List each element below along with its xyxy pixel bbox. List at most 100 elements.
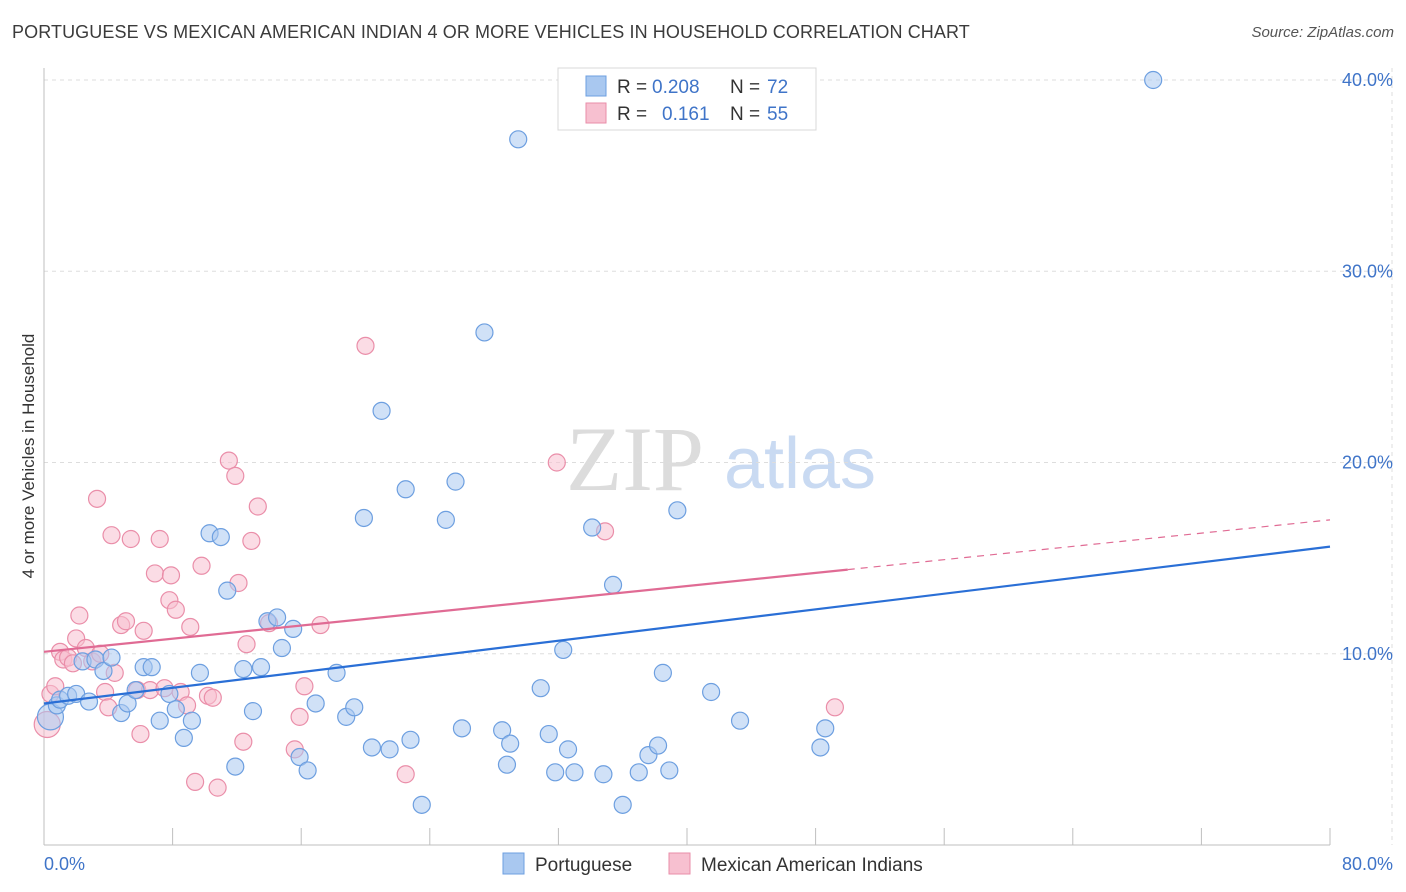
y-tick-label-40: 40.0% <box>1342 70 1393 90</box>
legend-swatch-pink <box>585 102 607 124</box>
portuguese-point <box>272 638 292 658</box>
y-tick-label-10: 10.0% <box>1342 644 1393 664</box>
mexican-american-indian-point <box>234 732 253 751</box>
mexican-american-indian-point <box>208 778 227 797</box>
portuguese-point <box>653 663 672 682</box>
mexican-american-indian-point <box>547 453 566 472</box>
mexican-american-indian-point <box>203 688 222 707</box>
mexican-american-indian-point <box>95 682 115 702</box>
portuguese-point <box>190 663 210 682</box>
bottom-legend-label-mexican: Mexican American Indians <box>701 855 923 876</box>
legend-n-label-pink: N = <box>730 104 760 125</box>
portuguese-point <box>501 734 520 753</box>
tick-labels: 10.0% 20.0% 30.0% 40.0% 0.0% 80.0% <box>44 70 1393 874</box>
grid <box>44 68 1393 845</box>
portuguese-point <box>118 694 137 713</box>
mexican-american-indian-point <box>396 765 415 784</box>
y-axis-title: 4 or more Vehicles in Household <box>19 334 38 579</box>
portuguese-point <box>509 130 528 149</box>
portuguese-point <box>354 508 373 528</box>
mexican-american-indian-trend-line <box>43 568 848 653</box>
legend-r-value-blue: 0.208 <box>652 77 700 98</box>
portuguese-point <box>816 719 835 738</box>
y-tick-label-20: 20.0% <box>1342 453 1393 473</box>
legend-n-value-pink: 55 <box>767 104 788 125</box>
mexican-american-indian-point <box>290 707 309 726</box>
portuguese-point <box>531 679 550 698</box>
mexican-american-indian-point <box>242 531 261 551</box>
mexican-american-indian-point <box>226 466 245 485</box>
portuguese-point <box>565 763 584 782</box>
mexican-american-indian-point <box>134 621 153 640</box>
mexican-american-indian-point <box>186 772 205 791</box>
y-tick-label-30: 30.0% <box>1342 261 1393 281</box>
mexican-american-indian-point <box>161 566 181 585</box>
portuguese-point <box>380 740 399 759</box>
legend-n-label-blue: N = <box>730 77 760 98</box>
portuguese-point <box>306 694 325 713</box>
trend-lines <box>43 519 1331 705</box>
portuguese-point <box>234 659 253 679</box>
portuguese-point <box>583 518 602 537</box>
portuguese-point <box>603 575 623 595</box>
mexican-american-indian-point <box>825 698 844 717</box>
portuguese-point <box>730 711 750 730</box>
portuguese-point <box>493 721 512 740</box>
portuguese-point <box>226 757 245 776</box>
x-tick-label-max: 80.0% <box>1342 854 1393 874</box>
portuguese-point <box>251 658 271 677</box>
portuguese-point <box>102 648 121 667</box>
portuguese-point <box>284 619 303 638</box>
portuguese-point <box>182 711 201 730</box>
bottom-legend-swatch-portuguese <box>502 852 525 875</box>
portuguese-point <box>497 755 517 774</box>
portuguese-trend-line <box>43 545 1331 705</box>
portuguese-point <box>475 323 494 342</box>
bottom-legend-label-portuguese: Portuguese <box>535 855 632 876</box>
portuguese-point <box>218 581 237 600</box>
mexican-american-indian-point <box>192 556 211 575</box>
portuguese-point <box>412 795 431 814</box>
mexican-american-indian-trend-extension <box>847 519 1331 571</box>
mexican-american-indian-point <box>219 451 238 470</box>
portuguese-point <box>298 761 317 780</box>
portuguese-point <box>211 527 230 547</box>
mexican-american-indian-point <box>87 489 107 508</box>
legend-r-label-blue: R = <box>617 77 647 98</box>
legend-swatch-blue <box>585 75 607 97</box>
portuguese-point <box>166 700 185 719</box>
portuguese-point <box>290 747 309 767</box>
mexican-american-indian-point <box>145 564 165 583</box>
portuguese-point <box>702 682 721 702</box>
portuguese-point <box>554 640 573 660</box>
portuguese-point <box>345 698 364 717</box>
bottom-legend-swatch-mexican <box>668 852 691 875</box>
mexican-american-indian-point <box>166 600 185 619</box>
bottom-legend: Portuguese Mexican American Indians <box>502 852 923 876</box>
mexican-american-indian-point <box>356 336 375 355</box>
mexican-american-indian-point <box>150 529 169 549</box>
portuguese-point <box>372 401 391 420</box>
legend-box: R = 0.208 N = 72 R = 0.161 N = 55 <box>557 67 817 131</box>
watermark: ZIP atlas <box>566 408 876 510</box>
chart-title: PORTUGUESE VS MEXICAN AMERICAN INDIAN 4 … <box>12 22 970 42</box>
portuguese-point <box>79 692 99 711</box>
portuguese-point <box>613 795 632 814</box>
portuguese-point <box>243 702 263 721</box>
portuguese-point <box>142 658 161 677</box>
portuguese-point <box>811 738 830 757</box>
mexican-american-indian-point <box>131 724 150 744</box>
mexican-american-indian-point <box>70 606 89 625</box>
mexican-american-indian-point <box>116 612 136 631</box>
mexican-american-indian-point <box>121 529 140 549</box>
portuguese-point <box>648 736 668 755</box>
portuguese-point <box>174 728 193 748</box>
portuguese-point <box>94 661 113 681</box>
portuguese-point <box>1144 70 1163 90</box>
portuguese-point <box>452 719 472 738</box>
portuguese-point <box>401 730 420 749</box>
mexican-american-indian-point <box>181 617 200 637</box>
portuguese-point <box>446 472 465 491</box>
portuguese-point <box>558 740 578 759</box>
